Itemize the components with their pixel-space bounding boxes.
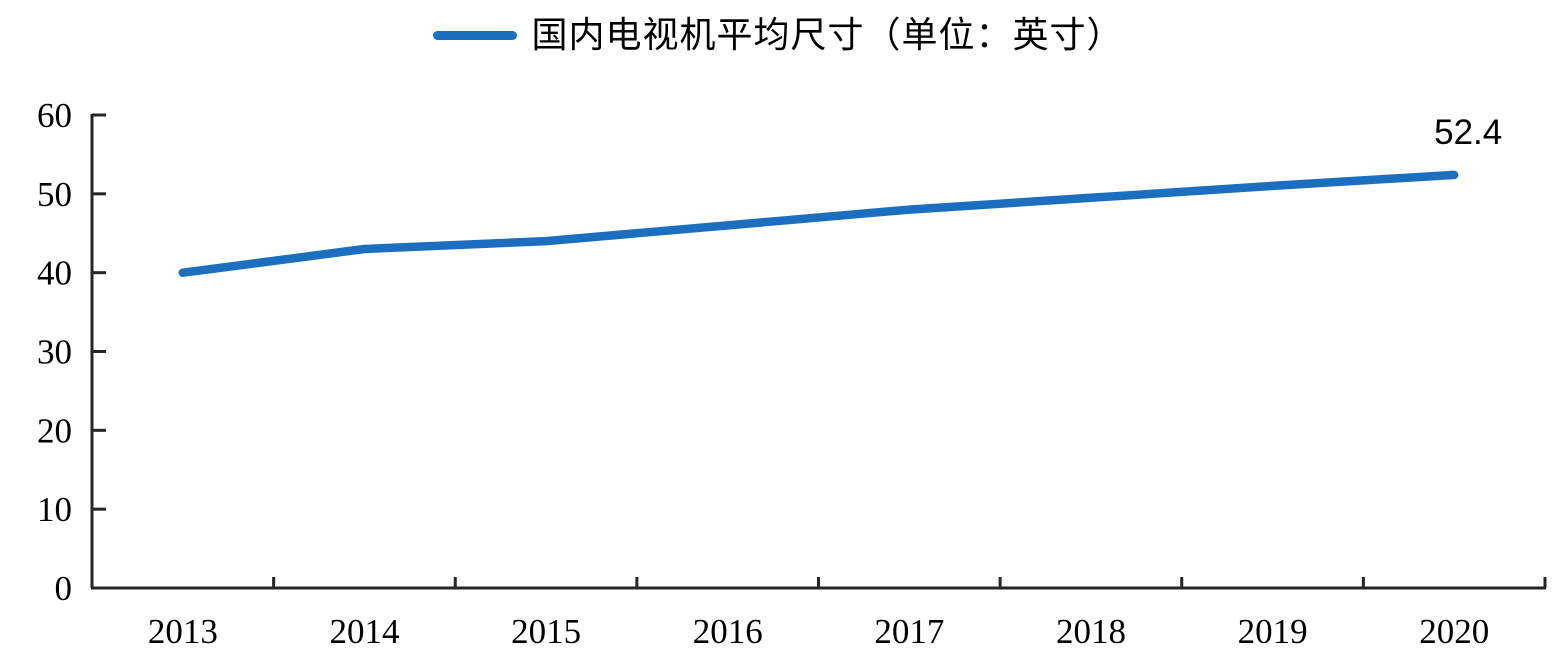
y-axis-tick-label: 0 [55,569,73,608]
legend-line-marker [433,31,518,41]
x-axis-category-label: 2016 [693,612,763,651]
y-axis-tick-label: 50 [37,175,72,214]
x-axis-category-label: 2020 [1419,612,1489,651]
legend-label: 国内电视机平均尺寸（单位：英寸） [531,15,1124,55]
y-axis-tick-label: 10 [37,490,72,529]
data-point-label: 52.4 [1434,113,1502,152]
series-line [178,170,1459,277]
y-axis-tick-label: 40 [37,254,72,293]
x-axis-category-label: 2017 [874,612,944,651]
x-axis-category-label: 2019 [1238,612,1308,651]
x-axis-category-label: 2018 [1056,612,1126,651]
legend: 国内电视机平均尺寸（单位：英寸） [0,14,1557,57]
x-axis-category-label: 2015 [511,612,581,651]
x-axis-category-label: 2013 [148,612,218,651]
y-axis-tick-label: 30 [37,333,72,372]
x-axis-category-label: 2014 [329,612,399,651]
y-axis-tick-label: 60 [37,96,72,135]
y-axis-tick-label: 20 [37,411,72,450]
